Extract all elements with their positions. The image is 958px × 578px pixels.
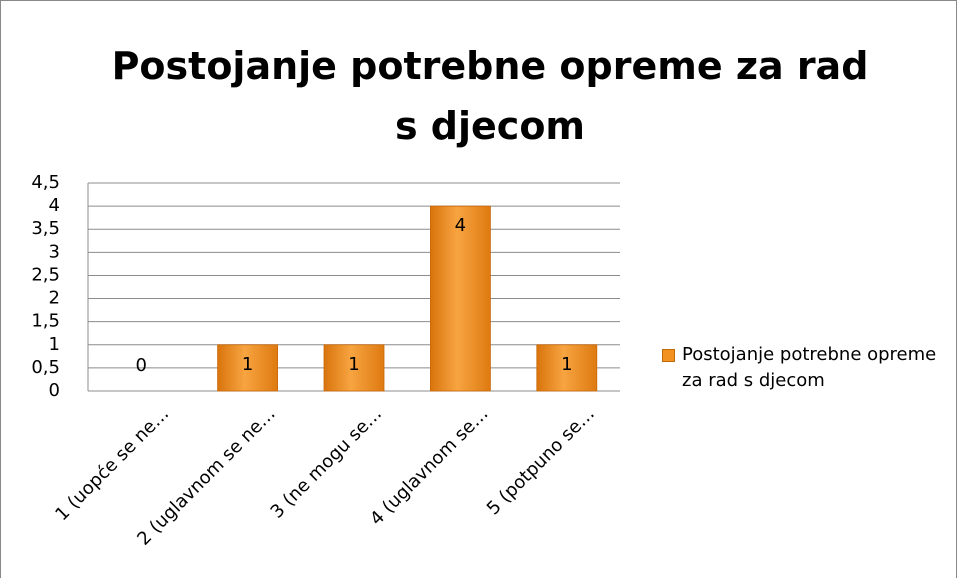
y-tick-label: 2	[49, 288, 60, 309]
y-tick-label: 1,5	[31, 311, 60, 332]
bar	[217, 344, 279, 392]
x-tick-label: 3 (ne mogu se…	[267, 403, 386, 522]
bar	[429, 205, 491, 392]
legend-label: Postojanje potrebne opreme za rad s djec…	[682, 344, 937, 391]
bar	[323, 344, 385, 392]
x-tick-label: 1 (uopće se ne…	[51, 403, 173, 525]
data-label: 1	[348, 354, 359, 375]
y-tick-label: 0,5	[31, 357, 60, 378]
y-tick-label: 0	[49, 380, 60, 401]
y-tick-label: 1	[49, 334, 60, 355]
chart-title: Postojanje potrebne opreme za rad s djec…	[111, 44, 869, 148]
legend: Postojanje potrebne opreme za rad s djec…	[662, 342, 952, 394]
y-tick-label: 3,5	[31, 218, 60, 239]
y-tick-label: 4	[49, 195, 60, 216]
data-label: 0	[135, 355, 146, 376]
data-label: 1	[561, 354, 572, 375]
y-tick-label: 4,5	[31, 172, 60, 193]
data-label: 1	[242, 354, 253, 375]
bar	[536, 344, 598, 392]
x-tick-label: 4 (uglavnom se…	[366, 403, 492, 529]
legend-key	[662, 349, 675, 362]
data-label: 4	[455, 215, 466, 236]
y-tick-label: 2,5	[31, 264, 60, 285]
x-tick-label: 5 (potpuno se…	[483, 403, 599, 519]
y-tick-label: 3	[49, 241, 60, 262]
